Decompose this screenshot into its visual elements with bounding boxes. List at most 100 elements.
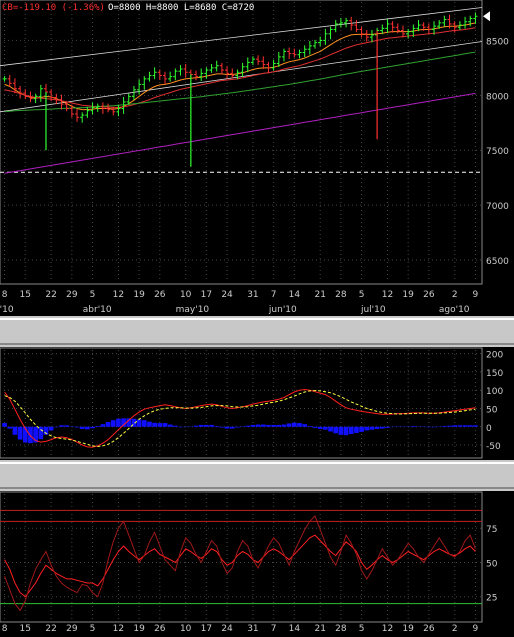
macd-y-tick-label: 50 xyxy=(486,405,498,415)
oscillator-x-day-label: 7 xyxy=(271,624,277,634)
macd-histogram-bar xyxy=(473,425,478,427)
oscillator-x-day-label: 8 xyxy=(2,624,8,634)
moving-average-line-3 xyxy=(4,92,476,174)
macd-histogram-bar xyxy=(369,426,375,430)
macd-histogram-bar xyxy=(286,423,292,427)
macd-histogram-bar xyxy=(281,424,287,427)
oscillator-y-tick-label: 25 xyxy=(486,594,497,604)
price-x-month-label: ago'10 xyxy=(439,305,470,315)
change-readout: CB=-119.10 (-1.36%) xyxy=(2,3,105,13)
macd-histogram-bar xyxy=(110,420,116,427)
macd-histogram-bar xyxy=(317,426,323,429)
macd-histogram-bar xyxy=(266,424,271,427)
price-x-day-label: 21 xyxy=(314,290,325,300)
price-x-day-label: 31 xyxy=(247,290,258,300)
macd-histogram-bar xyxy=(235,426,240,428)
macd-histogram-bar xyxy=(312,426,318,428)
oscillator-x-axis: 8 15 22 29 5 12 19 26 10 17 24 31 7 14 21 28 5 12 19 26 2 9 xyxy=(2,624,479,634)
macd-histogram-bar xyxy=(79,426,85,429)
price-x-day-label: 29 xyxy=(66,290,78,300)
macd-histogram-bar xyxy=(95,426,101,427)
price-x-day-label: 19 xyxy=(133,290,145,300)
macd-y-axis: 200 150 100 50 0 -50 xyxy=(486,351,503,452)
price-y-tick-label: 8000 xyxy=(486,92,509,102)
price-x-month-label: jun'10 xyxy=(268,305,297,315)
macd-plot-frame xyxy=(0,347,483,459)
price-x-day-label: 12 xyxy=(113,290,124,300)
macd-histogram-bar xyxy=(457,425,463,427)
macd-histogram-bar xyxy=(219,426,225,428)
macd-histogram-bar xyxy=(359,426,364,432)
macd-histogram-bar xyxy=(229,426,235,429)
price-x-month-label: ar'10 xyxy=(0,305,14,315)
oscillator-x-day-label: 19 xyxy=(133,624,145,634)
macd-lines xyxy=(4,388,476,448)
price-x-month-label: jul'10 xyxy=(360,305,386,315)
price-y-tick-label: 7500 xyxy=(486,147,509,157)
macd-histogram-bar xyxy=(100,424,106,427)
macd-histogram-bar xyxy=(431,426,437,428)
macd-histogram-bar xyxy=(385,426,390,428)
oscillator-x-day-label: 2 xyxy=(452,624,458,634)
price-x-day-label: 7 xyxy=(271,290,277,300)
macd-histogram-bar xyxy=(64,425,70,427)
oscillator-x-day-label: 19 xyxy=(402,624,414,634)
macd-histogram-bar xyxy=(38,426,44,440)
price-grid xyxy=(0,2,482,282)
price-y-tick-label: 8500 xyxy=(486,37,509,47)
oscillator-lines xyxy=(4,514,476,612)
channel-lower-line xyxy=(0,41,483,113)
oscillator-x-day-label: 26 xyxy=(423,624,435,634)
oscillator-levels xyxy=(0,509,482,605)
panel-divider-2[interactable] xyxy=(0,460,514,491)
macd-histogram-bar xyxy=(343,426,349,436)
macd-histogram-bar xyxy=(462,425,468,427)
oscillator-y-axis: 75 50 25 xyxy=(486,525,498,603)
macd-histogram xyxy=(2,418,478,444)
macd-y-tick-label: -50 xyxy=(486,442,501,452)
price-x-day-label: 9 xyxy=(473,290,479,300)
moving-average-line-0 xyxy=(4,22,476,111)
macd-histogram-bar xyxy=(271,424,276,427)
price-x-day-label: 24 xyxy=(221,290,233,300)
oscillator-x-day-label: 10 xyxy=(180,624,192,634)
price-x-month-label: abr'10 xyxy=(83,305,112,315)
macd-histogram-bar xyxy=(33,426,38,443)
oscillator-x-day-label: 14 xyxy=(289,624,301,634)
macd-histogram-bar xyxy=(136,419,142,427)
oscillator-x-day-label: 24 xyxy=(221,624,233,634)
price-x-day-label: 12 xyxy=(382,290,393,300)
macd-histogram-bar xyxy=(214,426,220,427)
moving-average-line-2 xyxy=(4,51,476,113)
macd-histogram-bar xyxy=(157,423,163,427)
macd-histogram-bar xyxy=(43,426,49,435)
price-x-day-label: 5 xyxy=(90,290,96,300)
macd-histogram-bar xyxy=(374,426,380,429)
macd-histogram-bar xyxy=(167,424,173,427)
macd-histogram-bar xyxy=(467,425,473,427)
macd-histogram-bar xyxy=(105,422,111,427)
macd-histogram-bar xyxy=(333,426,339,434)
macd-histogram-bar xyxy=(260,424,266,427)
macd-panel: 200 150 100 50 0 -50 xyxy=(0,347,503,459)
macd-histogram-bar xyxy=(116,418,121,427)
macd-histogram-bar xyxy=(147,421,152,427)
oscillator-x-day-label: 21 xyxy=(314,624,325,634)
oscillator-x-day-label: 5 xyxy=(90,624,96,634)
macd-histogram-bar xyxy=(126,418,132,427)
macd-histogram-bar xyxy=(152,422,157,427)
price-y-axis: 8500 8000 7500 7000 6500 xyxy=(486,37,509,267)
macd-histogram-bar xyxy=(2,423,7,427)
panel-divider-1[interactable] xyxy=(0,316,514,347)
macd-signal-line xyxy=(4,390,476,448)
price-x-axis: 81522295121926101724317142128512192629ar… xyxy=(0,290,479,315)
macd-histogram-bar xyxy=(328,426,333,432)
price-y-tick-label: 7000 xyxy=(486,202,509,212)
macd-histogram-bar xyxy=(354,426,359,433)
oscillator-x-day-label: 29 xyxy=(66,624,78,634)
macd-histogram-bar xyxy=(204,424,209,427)
oscillator-x-day-label: 28 xyxy=(335,624,347,634)
oscillator-y-tick-label: 50 xyxy=(486,559,498,569)
macd-histogram-bar xyxy=(410,426,416,427)
macd-histogram-bar xyxy=(162,423,168,427)
